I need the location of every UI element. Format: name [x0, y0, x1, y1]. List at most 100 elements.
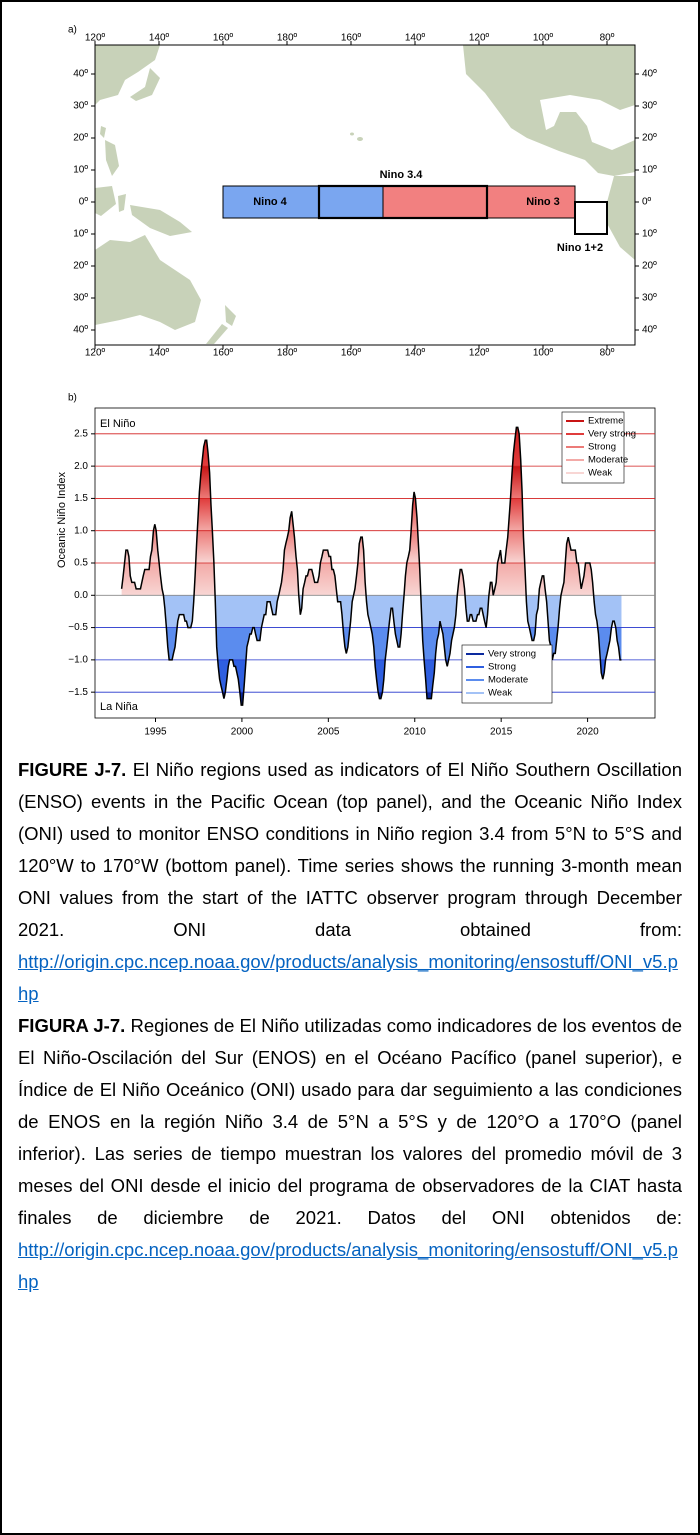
caption-link[interactable]: http://origin.cpc.ncep.noaa.gov/products…	[18, 951, 678, 1004]
lon-tick-label: 160º	[213, 348, 234, 359]
lon-tick-label: 100º	[533, 348, 554, 359]
oni-area	[121, 427, 622, 706]
nino-region	[574, 201, 608, 235]
lat-tick-label: 20º	[73, 261, 88, 272]
x-tick-label: 1995	[144, 727, 167, 738]
lat-tick-label: 0º	[642, 197, 652, 208]
lat-tick-label: 10º	[642, 165, 657, 176]
lat-tick-label: 0º	[79, 197, 89, 208]
region-label: Nino 1+2	[557, 242, 603, 254]
x-tick-label: 2000	[231, 727, 254, 738]
legend-label: Moderate	[588, 455, 628, 466]
lat-tick-label: 30º	[642, 101, 657, 112]
legend-label: Extreme	[588, 416, 623, 427]
lat-tick-label: 30º	[642, 293, 657, 304]
nino-region	[382, 185, 576, 219]
lon-tick-label: 140º	[405, 348, 426, 359]
x-tick-label: 2010	[404, 727, 427, 738]
land	[206, 324, 228, 344]
panel-label: a)	[68, 25, 77, 36]
lat-tick-label: 40º	[73, 325, 88, 336]
oni-line	[120, 426, 622, 706]
legend-label: Strong	[588, 442, 616, 453]
caption-text: Regiones de El Niño utilizadas como indi…	[18, 1015, 682, 1228]
caption-es: FIGURA J-7. Regiones de El Niño utilizad…	[18, 1010, 682, 1298]
land	[118, 194, 126, 212]
land	[604, 176, 635, 260]
lon-tick-label: 120º	[469, 33, 490, 44]
lat-tick-label: 20º	[642, 261, 657, 272]
land	[130, 205, 192, 236]
y-tick-label: 1.5	[74, 493, 88, 504]
caption-label: FIGURE J-7.	[18, 759, 127, 780]
land	[130, 68, 160, 101]
x-tick-label: 2015	[490, 727, 513, 738]
lat-tick-label: 40º	[73, 69, 88, 80]
legend-label: Very strong	[488, 649, 536, 660]
land	[95, 186, 116, 216]
lat-tick-label: 20º	[642, 133, 657, 144]
land	[100, 126, 106, 138]
land	[225, 305, 236, 326]
caption-en: FIGURE J-7. El Niño regions used as indi…	[18, 754, 682, 1010]
legend-label: Very strong	[588, 429, 636, 440]
lon-tick-label: 160º	[213, 33, 234, 44]
caption: FIGURE J-7. El Niño regions used as indi…	[18, 754, 682, 1526]
lat-tick-label: 30º	[73, 101, 88, 112]
legend-label: Weak	[588, 468, 612, 479]
land	[357, 137, 363, 141]
land	[105, 140, 119, 176]
lon-tick-label: 120º	[85, 33, 106, 44]
lat-tick-label: 10º	[642, 229, 657, 240]
legend-label: Moderate	[488, 675, 528, 686]
y-axis-title: Oceanic Niño Index	[56, 472, 68, 568]
lon-tick-label: 100º	[533, 33, 554, 44]
panel-label: b)	[68, 393, 77, 404]
chart-layer: 2.5 2.0 1.5 1.0 0.5 0.0 −0.5 −1.0 −1.5 1995 2000 20…	[68, 411, 655, 738]
lat-tick-label: 20º	[73, 133, 88, 144]
map-frame	[94, 44, 636, 346]
lat-tick-label: 10º	[73, 229, 88, 240]
caption-label: FIGURA J-7.	[18, 1015, 126, 1036]
x-tick-label: 2020	[576, 727, 599, 738]
land	[463, 45, 635, 176]
land	[95, 45, 635, 344]
lon-tick-label: 120º	[469, 348, 490, 359]
lat-tick-label: 10º	[73, 165, 88, 176]
lon-tick-label: 140º	[149, 348, 170, 359]
nino-region	[317, 184, 489, 220]
lon-tick-label: 140º	[149, 33, 170, 44]
lon-tick-label: 180º	[277, 33, 298, 44]
y-tick-label: 1.0	[74, 525, 88, 536]
legend-label: Weak	[488, 688, 512, 699]
y-tick-label: 0.5	[74, 558, 88, 569]
y-tick-label: 2.5	[74, 428, 88, 439]
y-tick-label: −0.5	[68, 622, 88, 633]
lon-tick-label: 160º	[341, 348, 362, 359]
lat-tick-label: 40º	[642, 325, 657, 336]
lon-tick-label: 180º	[277, 348, 298, 359]
lon-tick-label: 120º	[85, 348, 106, 359]
y-tick-label: 2.0	[74, 461, 88, 472]
lon-tick-label: 160º	[341, 33, 362, 44]
lat-tick-label: 30º	[73, 293, 88, 304]
lon-tick-label: 80º	[600, 348, 615, 359]
region-label: Nino 3	[526, 196, 560, 208]
map-layer: 120º 120º 140º 140º 160º 160º 180º 180º 160º 160º…	[73, 33, 657, 359]
nino-region	[222, 185, 384, 219]
lon-tick-label: 140º	[405, 33, 426, 44]
lon-tick-label: 80º	[600, 33, 615, 44]
land	[95, 235, 201, 330]
land	[350, 132, 354, 136]
caption-text: El Niño regions used as indicators of El…	[18, 759, 682, 940]
annotation: El Niño	[100, 418, 135, 430]
land	[95, 45, 160, 105]
caption-link[interactable]: http://origin.cpc.ncep.noaa.gov/products…	[18, 1239, 678, 1292]
region-label: Nino 4	[253, 196, 287, 208]
annotation: La Niña	[100, 701, 139, 713]
legend-label: Strong	[488, 662, 516, 673]
x-tick-label: 2005	[317, 727, 340, 738]
lat-tick-label: 40º	[642, 69, 657, 80]
y-tick-label: −1.0	[68, 655, 88, 666]
